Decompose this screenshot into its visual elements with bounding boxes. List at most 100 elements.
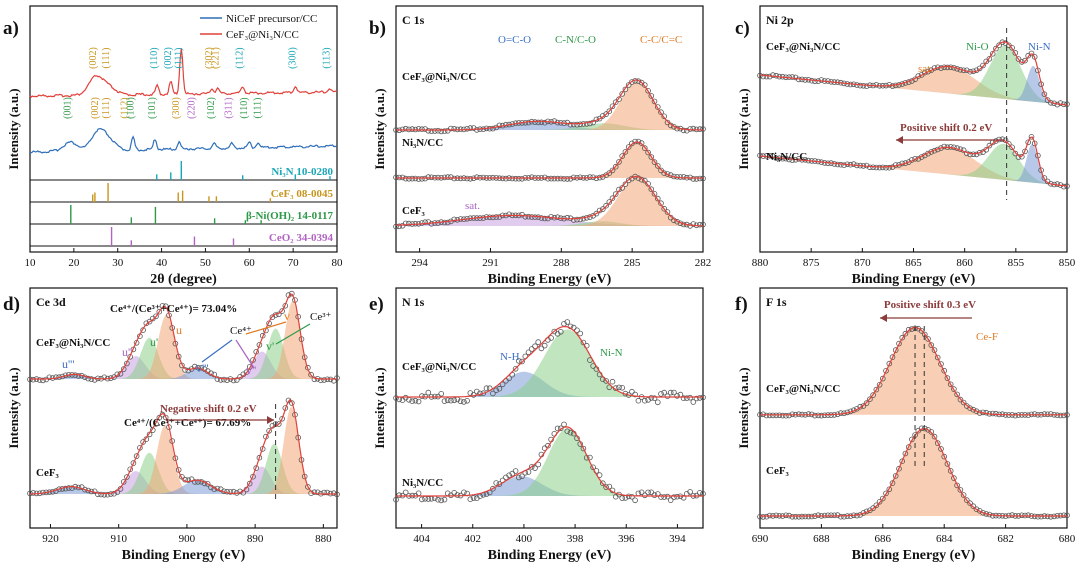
data-point <box>970 503 977 510</box>
x-tick-label: 10 <box>25 257 37 269</box>
spectrum-label: Ni₃N/CC <box>402 477 443 489</box>
data-point <box>490 390 496 397</box>
data-point <box>124 474 130 480</box>
data-point <box>535 339 541 345</box>
y-axis-label: Intensity (a.u.) <box>372 88 387 169</box>
data-point <box>622 181 629 188</box>
plot-frame <box>29 5 338 253</box>
data-point <box>671 389 677 396</box>
data-point <box>519 473 525 480</box>
data-point <box>493 214 500 220</box>
x-tick-label: 910 <box>110 533 127 545</box>
data-point <box>321 489 327 496</box>
data-point <box>305 484 311 490</box>
data-point <box>612 191 619 197</box>
peak-label: Ce-F <box>976 331 998 343</box>
data-point <box>82 486 88 493</box>
data-point <box>667 389 674 396</box>
hkl-label: (002) <box>163 47 174 69</box>
data-point <box>606 483 613 490</box>
data-point <box>593 210 600 217</box>
component-fill <box>30 301 337 379</box>
data-point <box>431 128 438 134</box>
data-point <box>192 479 198 485</box>
x-axis-label: Binding Energy (eV) <box>488 272 612 287</box>
panel-title: N 1s <box>402 295 425 309</box>
data-point <box>506 211 512 218</box>
data-point <box>619 91 625 97</box>
data-point <box>648 186 655 193</box>
y-axis-label: Intensity (a.u.) <box>6 367 21 448</box>
data-point <box>760 73 766 80</box>
data-point <box>766 153 773 159</box>
component-fill <box>760 428 1067 516</box>
data-point <box>812 412 818 419</box>
component-fill <box>396 121 703 130</box>
component-fill <box>30 480 337 494</box>
data-point <box>577 330 583 337</box>
hkl-label: (311) <box>224 97 235 118</box>
hkl-label: (002) <box>88 47 99 69</box>
data-point <box>224 377 230 384</box>
y-axis-label: Intensity (a.u.) <box>736 88 751 169</box>
data-point <box>860 83 867 89</box>
data-point <box>30 490 37 496</box>
xrd-curve <box>29 48 338 98</box>
data-point <box>483 385 490 392</box>
data-point <box>467 125 474 131</box>
data-point <box>879 375 886 382</box>
peak-label: O=C-O <box>498 34 531 46</box>
peak-label: v'' <box>246 363 256 377</box>
x-tick-label: 688 <box>813 533 830 545</box>
data-point <box>674 493 680 500</box>
data-point <box>593 175 600 182</box>
x-tick-label: 870 <box>854 257 871 269</box>
spectrum-label: CeF₃ <box>402 205 426 217</box>
y-axis-label: Intensity (a.u.) <box>736 367 751 448</box>
data-point <box>622 86 629 93</box>
data-point <box>46 374 53 381</box>
data-point <box>996 42 1002 48</box>
data-point <box>1025 512 1031 518</box>
shift-label: Positive shift 0.2 eV <box>900 122 992 134</box>
data-point <box>831 512 838 519</box>
data-point <box>1057 100 1064 106</box>
hkl-label: (220) <box>186 97 197 119</box>
data-point <box>818 412 825 419</box>
data-point <box>435 496 441 503</box>
data-point <box>130 460 137 466</box>
data-point <box>409 126 416 132</box>
shift-arrowhead <box>880 314 887 322</box>
data-point <box>651 492 658 498</box>
reference-label: Ni₃N 10-0280 <box>271 166 333 178</box>
data-point <box>671 494 677 501</box>
spectrum-label: CeF₃ <box>36 467 60 479</box>
data-point <box>934 440 941 446</box>
data-point <box>162 414 169 421</box>
data-point <box>528 464 535 470</box>
data-point <box>467 176 474 182</box>
data-point <box>308 371 314 378</box>
data-point <box>986 55 993 62</box>
data-point <box>873 164 880 171</box>
data-point <box>606 170 613 176</box>
data-point <box>412 397 419 404</box>
reference-label: CeO₂ 34-0394 <box>269 232 334 244</box>
data-point <box>641 82 648 88</box>
data-point <box>954 482 960 489</box>
data-point <box>795 513 802 520</box>
data-point <box>905 326 912 333</box>
x-tick-label: 398 <box>567 533 584 545</box>
fit-envelope <box>759 41 1068 106</box>
data-point <box>867 164 873 171</box>
data-point <box>603 111 609 117</box>
x-tick-label: 30 <box>112 257 124 269</box>
data-point <box>770 72 776 78</box>
data-point <box>609 195 616 202</box>
data-point <box>422 126 428 132</box>
data-point <box>493 480 500 486</box>
component-fill <box>396 329 703 397</box>
x-axis-label: Binding Energy (eV) <box>852 548 976 563</box>
data-point <box>538 215 545 221</box>
shift-arrowhead <box>267 416 274 424</box>
